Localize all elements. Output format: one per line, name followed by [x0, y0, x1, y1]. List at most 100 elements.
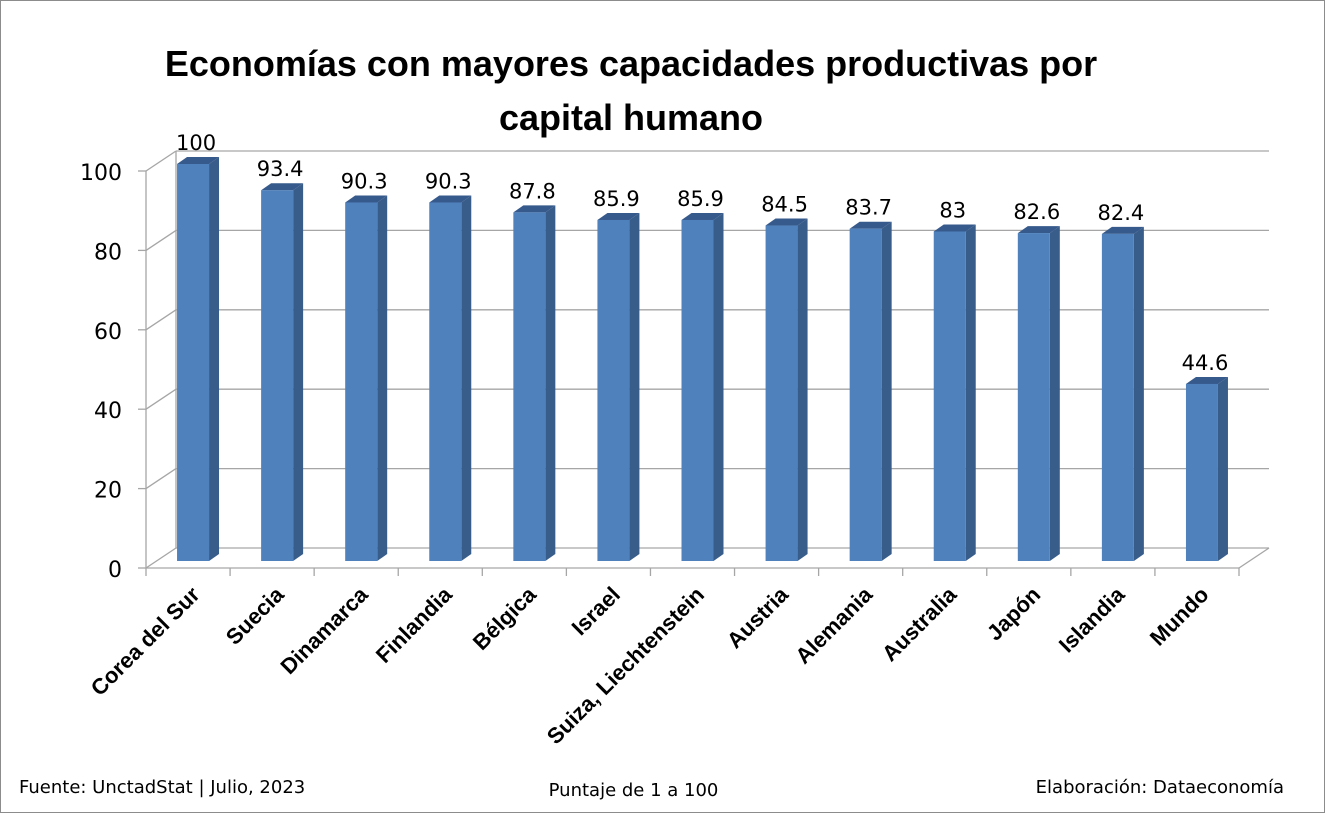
bar: [1017, 226, 1060, 561]
bar-front: [933, 231, 966, 562]
bar: [177, 157, 220, 561]
bar-front: [177, 164, 210, 561]
value-label: 83: [939, 198, 966, 222]
gridline-depth: [145, 547, 177, 569]
value-label: 85.9: [593, 187, 640, 211]
category-label: Bélgica: [468, 581, 542, 655]
value-label: 90.3: [341, 170, 388, 194]
bar-front: [1185, 383, 1218, 561]
category-label: Corea del Sur: [86, 582, 205, 701]
bar-top: [177, 157, 220, 164]
category-label: Australia: [877, 581, 962, 666]
bar-front: [429, 202, 462, 561]
y-tick-label: 60: [94, 320, 122, 345]
bar: [1185, 376, 1228, 561]
bar-side: [1133, 226, 1144, 561]
bar-top: [849, 221, 892, 229]
bar: [597, 212, 640, 562]
category-label: Mundo: [1145, 582, 1214, 651]
bar-side: [965, 224, 976, 562]
y-tick-label: 40: [94, 399, 122, 424]
bar-side: [713, 212, 724, 562]
y-tick-label: 100: [80, 161, 122, 186]
category-label: Alemania: [790, 581, 877, 668]
x-axis-title: Puntaje de 1 a 100: [548, 780, 719, 801]
gridline-depth: [145, 150, 177, 172]
value-label: 100: [176, 131, 216, 155]
bar-top: [1185, 376, 1228, 384]
category-label: Suiza, Liechtenstein: [542, 582, 709, 749]
category-label: Dinamarca: [275, 581, 373, 679]
bar: [765, 218, 808, 561]
category-label: Finlandia: [371, 581, 457, 667]
bar-front: [597, 219, 630, 562]
value-label: 87.8: [509, 179, 556, 203]
bar-side: [209, 157, 220, 561]
bar-top: [1017, 226, 1060, 234]
y-axis: 0 20 40 60 80 100: [80, 151, 1240, 583]
y-tick-label: 20: [94, 479, 122, 504]
chart-title-line-2: capital humano: [498, 97, 764, 138]
bar-top: [429, 195, 472, 203]
bar-front: [345, 202, 378, 561]
bar: [345, 195, 388, 561]
bar-side: [545, 205, 556, 561]
y-tick-label: 0: [108, 558, 122, 583]
bar: [1101, 226, 1144, 561]
value-label: 90.3: [425, 170, 472, 194]
bar-top: [597, 212, 640, 220]
bar-top: [345, 195, 388, 203]
bar-front: [513, 212, 546, 561]
category-label: Suecia: [221, 581, 289, 649]
chart-title: Economías con mayores capacidades produc…: [1, 37, 1261, 145]
value-label: 82.4: [1098, 201, 1145, 225]
bar-side: [1049, 226, 1060, 561]
value-label: 82.6: [1013, 200, 1060, 224]
bar-front: [681, 219, 714, 562]
value-label: 93.4: [257, 157, 304, 181]
floor-edge: [1238, 547, 1270, 569]
bars: [177, 157, 1228, 562]
bar-front: [1101, 233, 1134, 561]
category-label: Austria: [722, 581, 794, 653]
bar-top: [765, 218, 808, 226]
bar-front: [1017, 233, 1050, 561]
bar-side: [1217, 376, 1228, 561]
bar-side: [881, 221, 892, 561]
bar-side: [293, 183, 304, 561]
source-note: Fuente: UnctadStat | Julio, 2023: [19, 777, 306, 798]
category-label: Islandia: [1054, 581, 1130, 657]
bar-side: [797, 218, 808, 561]
bar-top: [681, 212, 724, 220]
bar-front: [765, 225, 798, 561]
value-label: 84.5: [761, 193, 808, 217]
value-label: 85.9: [677, 187, 724, 211]
category-label: Japón: [982, 582, 1045, 645]
chart-title-line-1: Economías con mayores capacidades produc…: [164, 43, 1098, 84]
bar: [261, 183, 304, 561]
gridline-depth: [145, 468, 177, 490]
value-label: 83.7: [845, 196, 892, 220]
bar-side: [377, 195, 388, 561]
gridline-depth: [145, 309, 177, 331]
bar: [849, 221, 892, 561]
category-label: Israel: [567, 582, 625, 640]
bar: [429, 195, 472, 561]
value-label: 44.6: [1182, 351, 1229, 375]
bar-front: [849, 228, 882, 561]
gridline-depth: [145, 388, 177, 410]
bar: [513, 205, 556, 561]
bar: [681, 212, 724, 562]
y-tick-label: 80: [94, 240, 122, 265]
credit-note: Elaboración: Dataeconomía: [1035, 777, 1284, 798]
bar-top: [513, 205, 556, 213]
bar: [933, 224, 976, 562]
bar-top: [933, 224, 976, 232]
value-labels: 100 93.4 90.3 90.3 87.8 85.9 85.9 84.5 83.7 83 82.…: [176, 131, 1228, 375]
bar-top: [1101, 226, 1144, 234]
bar-side: [629, 212, 640, 562]
bar-front: [261, 190, 294, 561]
